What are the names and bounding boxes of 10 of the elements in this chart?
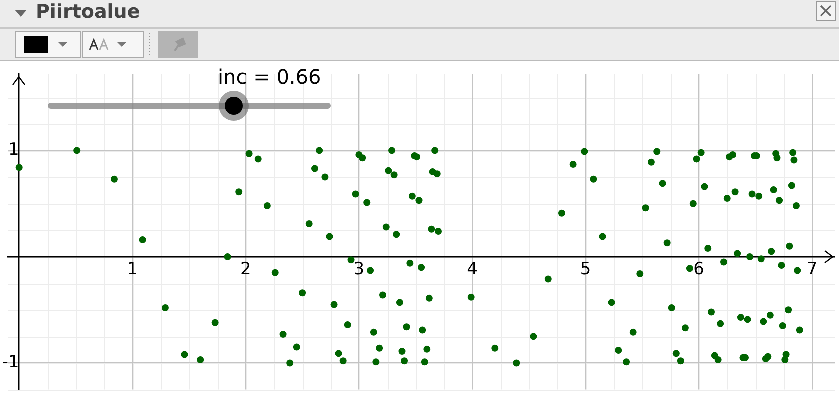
x-tick-label: 7 <box>806 260 818 280</box>
chart-title: Piirtoalue <box>36 1 140 23</box>
y-tick-label: -1 <box>2 352 20 373</box>
x-tick-label: 6 <box>694 260 704 280</box>
x-tick-label: 2 <box>240 260 252 280</box>
x-tick-label: 3 <box>354 260 365 280</box>
x-tick-label: 5 <box>580 260 592 280</box>
x-tick-label: 4 <box>467 260 478 280</box>
annotation: inc = 0.66 <box>218 65 322 89</box>
x-tick-label: 1 <box>127 260 138 280</box>
